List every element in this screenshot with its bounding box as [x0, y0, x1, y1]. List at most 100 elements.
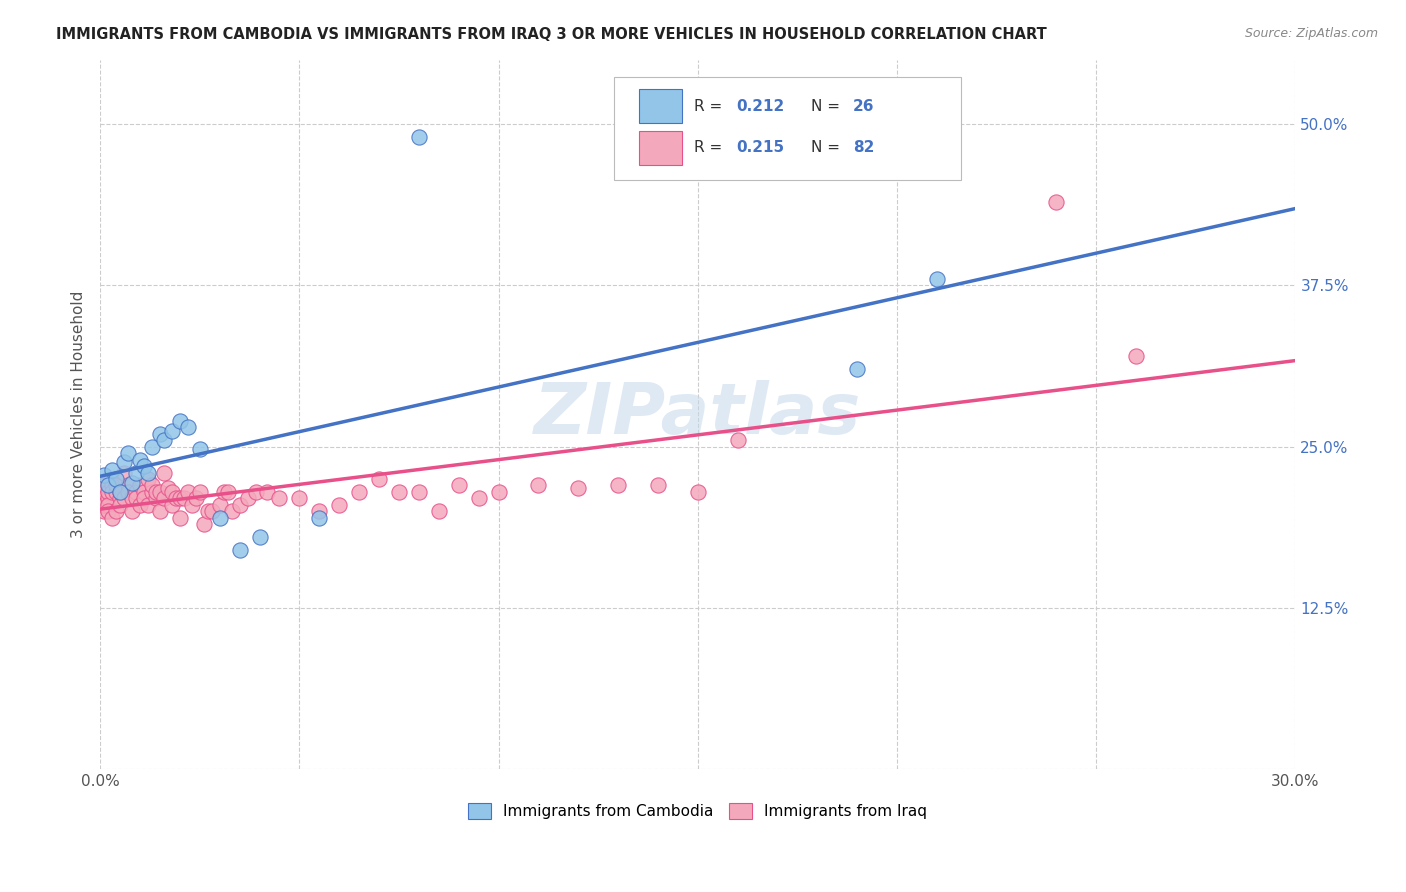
Point	[125, 491, 148, 506]
Point	[165, 491, 187, 506]
Point	[368, 472, 391, 486]
Text: IMMIGRANTS FROM CAMBODIA VS IMMIGRANTS FROM IRAQ 3 OR MORE VEHICLES IN HOUSEHOLD: IMMIGRANTS FROM CAMBODIA VS IMMIGRANTS F…	[56, 27, 1047, 42]
Point	[105, 504, 128, 518]
Point	[188, 442, 211, 457]
Legend: Immigrants from Cambodia, Immigrants from Iraq: Immigrants from Cambodia, Immigrants fro…	[463, 797, 934, 825]
Point	[97, 491, 120, 506]
Point	[408, 130, 430, 145]
Point	[217, 484, 239, 499]
Point	[846, 362, 869, 376]
Point	[256, 484, 278, 499]
Point	[141, 478, 163, 492]
Point	[136, 466, 159, 480]
Y-axis label: 3 or more Vehicles in Household: 3 or more Vehicles in Household	[72, 291, 86, 538]
Point	[136, 498, 159, 512]
Point	[117, 484, 139, 499]
Point	[132, 491, 155, 506]
Text: 26: 26	[853, 99, 875, 113]
Point	[141, 440, 163, 454]
Point	[129, 478, 152, 492]
Point	[108, 484, 131, 499]
Point	[188, 484, 211, 499]
Point	[245, 484, 267, 499]
Point	[686, 484, 709, 499]
Point	[308, 504, 330, 518]
Point	[93, 478, 115, 492]
FancyBboxPatch shape	[640, 130, 682, 165]
Point	[121, 491, 143, 506]
Point	[184, 491, 207, 506]
Point	[169, 491, 191, 506]
Point	[108, 498, 131, 512]
Point	[145, 484, 167, 499]
Point	[141, 484, 163, 499]
Point	[177, 420, 200, 434]
Point	[208, 498, 231, 512]
Point	[173, 491, 195, 506]
Point	[647, 478, 669, 492]
Point	[288, 491, 311, 506]
Point	[149, 484, 172, 499]
Point	[101, 510, 124, 524]
Point	[228, 498, 250, 512]
Point	[105, 478, 128, 492]
Point	[212, 484, 235, 499]
Point	[93, 484, 115, 499]
Point	[177, 484, 200, 499]
Point	[108, 484, 131, 499]
Text: R =: R =	[695, 140, 727, 155]
Point	[108, 491, 131, 506]
Text: Source: ZipAtlas.com: Source: ZipAtlas.com	[1244, 27, 1378, 40]
Point	[149, 426, 172, 441]
Text: 0.212: 0.212	[737, 99, 785, 113]
Point	[328, 498, 350, 512]
Point	[169, 510, 191, 524]
Point	[607, 478, 630, 492]
Point	[269, 491, 291, 506]
Point	[101, 463, 124, 477]
Point	[132, 484, 155, 499]
Point	[129, 452, 152, 467]
Point	[97, 478, 120, 492]
Point	[112, 455, 135, 469]
Point	[156, 481, 179, 495]
Point	[249, 530, 271, 544]
Point	[236, 491, 259, 506]
Text: 0.215: 0.215	[737, 140, 785, 155]
Point	[427, 504, 450, 518]
Point	[132, 458, 155, 473]
Point	[97, 498, 120, 512]
Point	[97, 484, 120, 499]
Point	[117, 446, 139, 460]
Point	[347, 484, 370, 499]
Point	[467, 491, 489, 506]
Point	[221, 504, 243, 518]
Point	[93, 491, 115, 506]
Point	[169, 414, 191, 428]
Point	[125, 466, 148, 480]
Point	[488, 484, 510, 499]
Point	[125, 484, 148, 499]
Point	[153, 434, 176, 448]
Point	[101, 484, 124, 499]
Point	[308, 510, 330, 524]
Point	[145, 491, 167, 506]
Point	[408, 484, 430, 499]
Point	[97, 504, 120, 518]
Point	[160, 484, 183, 499]
FancyBboxPatch shape	[640, 88, 682, 123]
Point	[527, 478, 550, 492]
Point	[153, 491, 176, 506]
Point	[112, 466, 135, 480]
Point	[129, 498, 152, 512]
Point	[105, 472, 128, 486]
Point	[388, 484, 411, 499]
Point	[925, 272, 948, 286]
Point	[197, 504, 219, 518]
Point	[136, 472, 159, 486]
Point	[112, 491, 135, 506]
Point	[180, 498, 202, 512]
Point	[228, 543, 250, 558]
Point	[121, 504, 143, 518]
Point	[1125, 350, 1147, 364]
